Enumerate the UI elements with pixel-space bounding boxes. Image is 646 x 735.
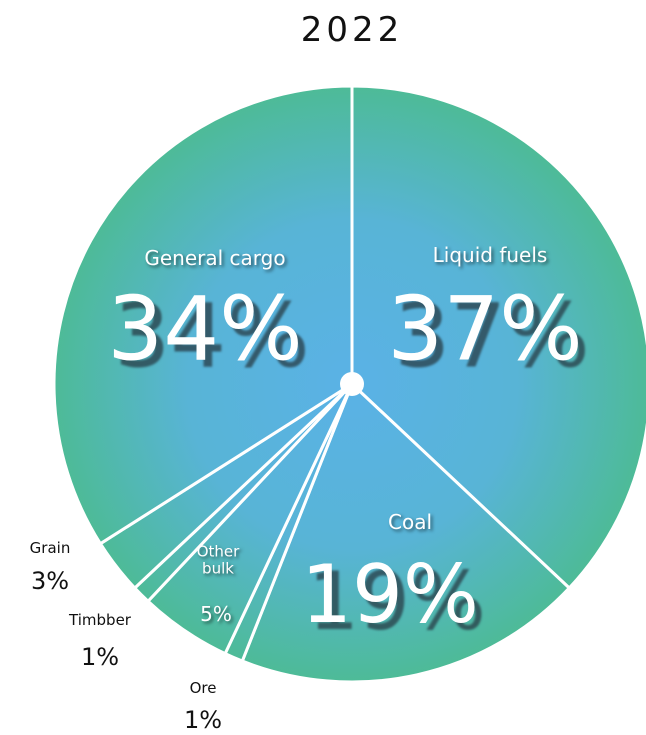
chart-title: 2022 (300, 10, 404, 50)
slice-value-label: 34% (107, 277, 303, 381)
slice-label: Ore (189, 678, 217, 697)
slice-value-label: 5% (200, 602, 232, 626)
slice-value-label: 1% (80, 642, 120, 671)
slice-value-label: 1% (183, 705, 223, 734)
slice-label: Timbber (69, 610, 131, 629)
slice-label: Other bulk (196, 542, 240, 577)
pie-slice (350, 84, 646, 591)
slice-value-label: 37% (387, 277, 583, 381)
pie-center (340, 372, 364, 396)
pie-slice (52, 84, 354, 546)
slice-label: Coal (387, 510, 433, 534)
slice-label: Liquid fuels (432, 243, 548, 267)
slice-value-label: 3% (30, 566, 70, 595)
slice-label: Grain (29, 538, 71, 557)
slice-value-label: 19% (301, 548, 479, 641)
slice-label: General cargo (144, 246, 286, 270)
